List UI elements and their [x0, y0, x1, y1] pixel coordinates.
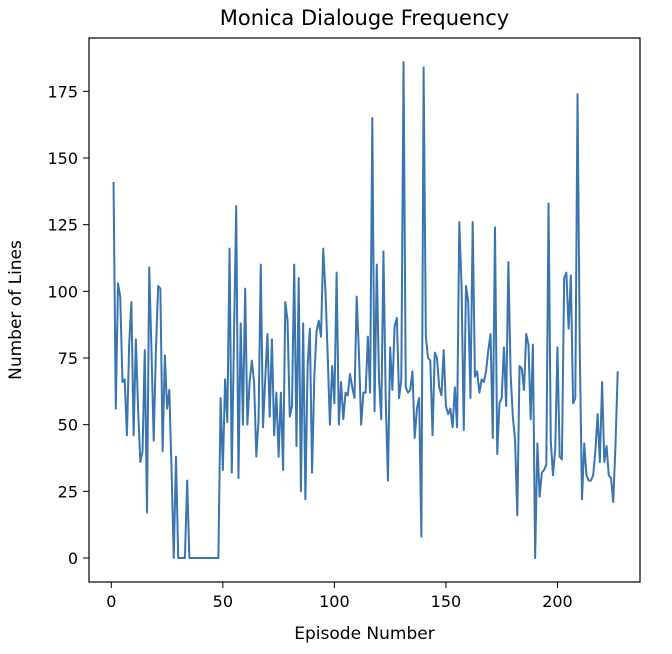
axis-ticks: 0 50 100 150 200 0 25 50 75 100 125 150 175: [47, 82, 572, 611]
x-axis-label: Episode Number: [294, 624, 434, 644]
y-axis-label: Number of Lines: [6, 240, 26, 380]
plot-frame: [88, 37, 641, 583]
y-tick-label: 75: [58, 349, 78, 368]
x-tick-label: 200: [542, 592, 573, 611]
y-tick-label: 150: [47, 149, 78, 168]
plot-series: [112, 61, 619, 559]
x-tick-label: 0: [106, 592, 116, 611]
chart-title: Monica Dialouge Frequency: [220, 6, 509, 30]
y-tick-label: 175: [47, 82, 78, 101]
y-tick-label: 25: [58, 482, 78, 501]
x-tick-label: 100: [319, 592, 350, 611]
x-tick-label: 150: [431, 592, 462, 611]
y-tick-label: 125: [47, 216, 78, 235]
y-tick-label: 100: [47, 282, 78, 301]
y-tick-label: 0: [68, 549, 78, 568]
y-tick-label: 50: [58, 416, 78, 435]
x-tick-label: 50: [213, 592, 233, 611]
series-line-0: [112, 61, 619, 559]
